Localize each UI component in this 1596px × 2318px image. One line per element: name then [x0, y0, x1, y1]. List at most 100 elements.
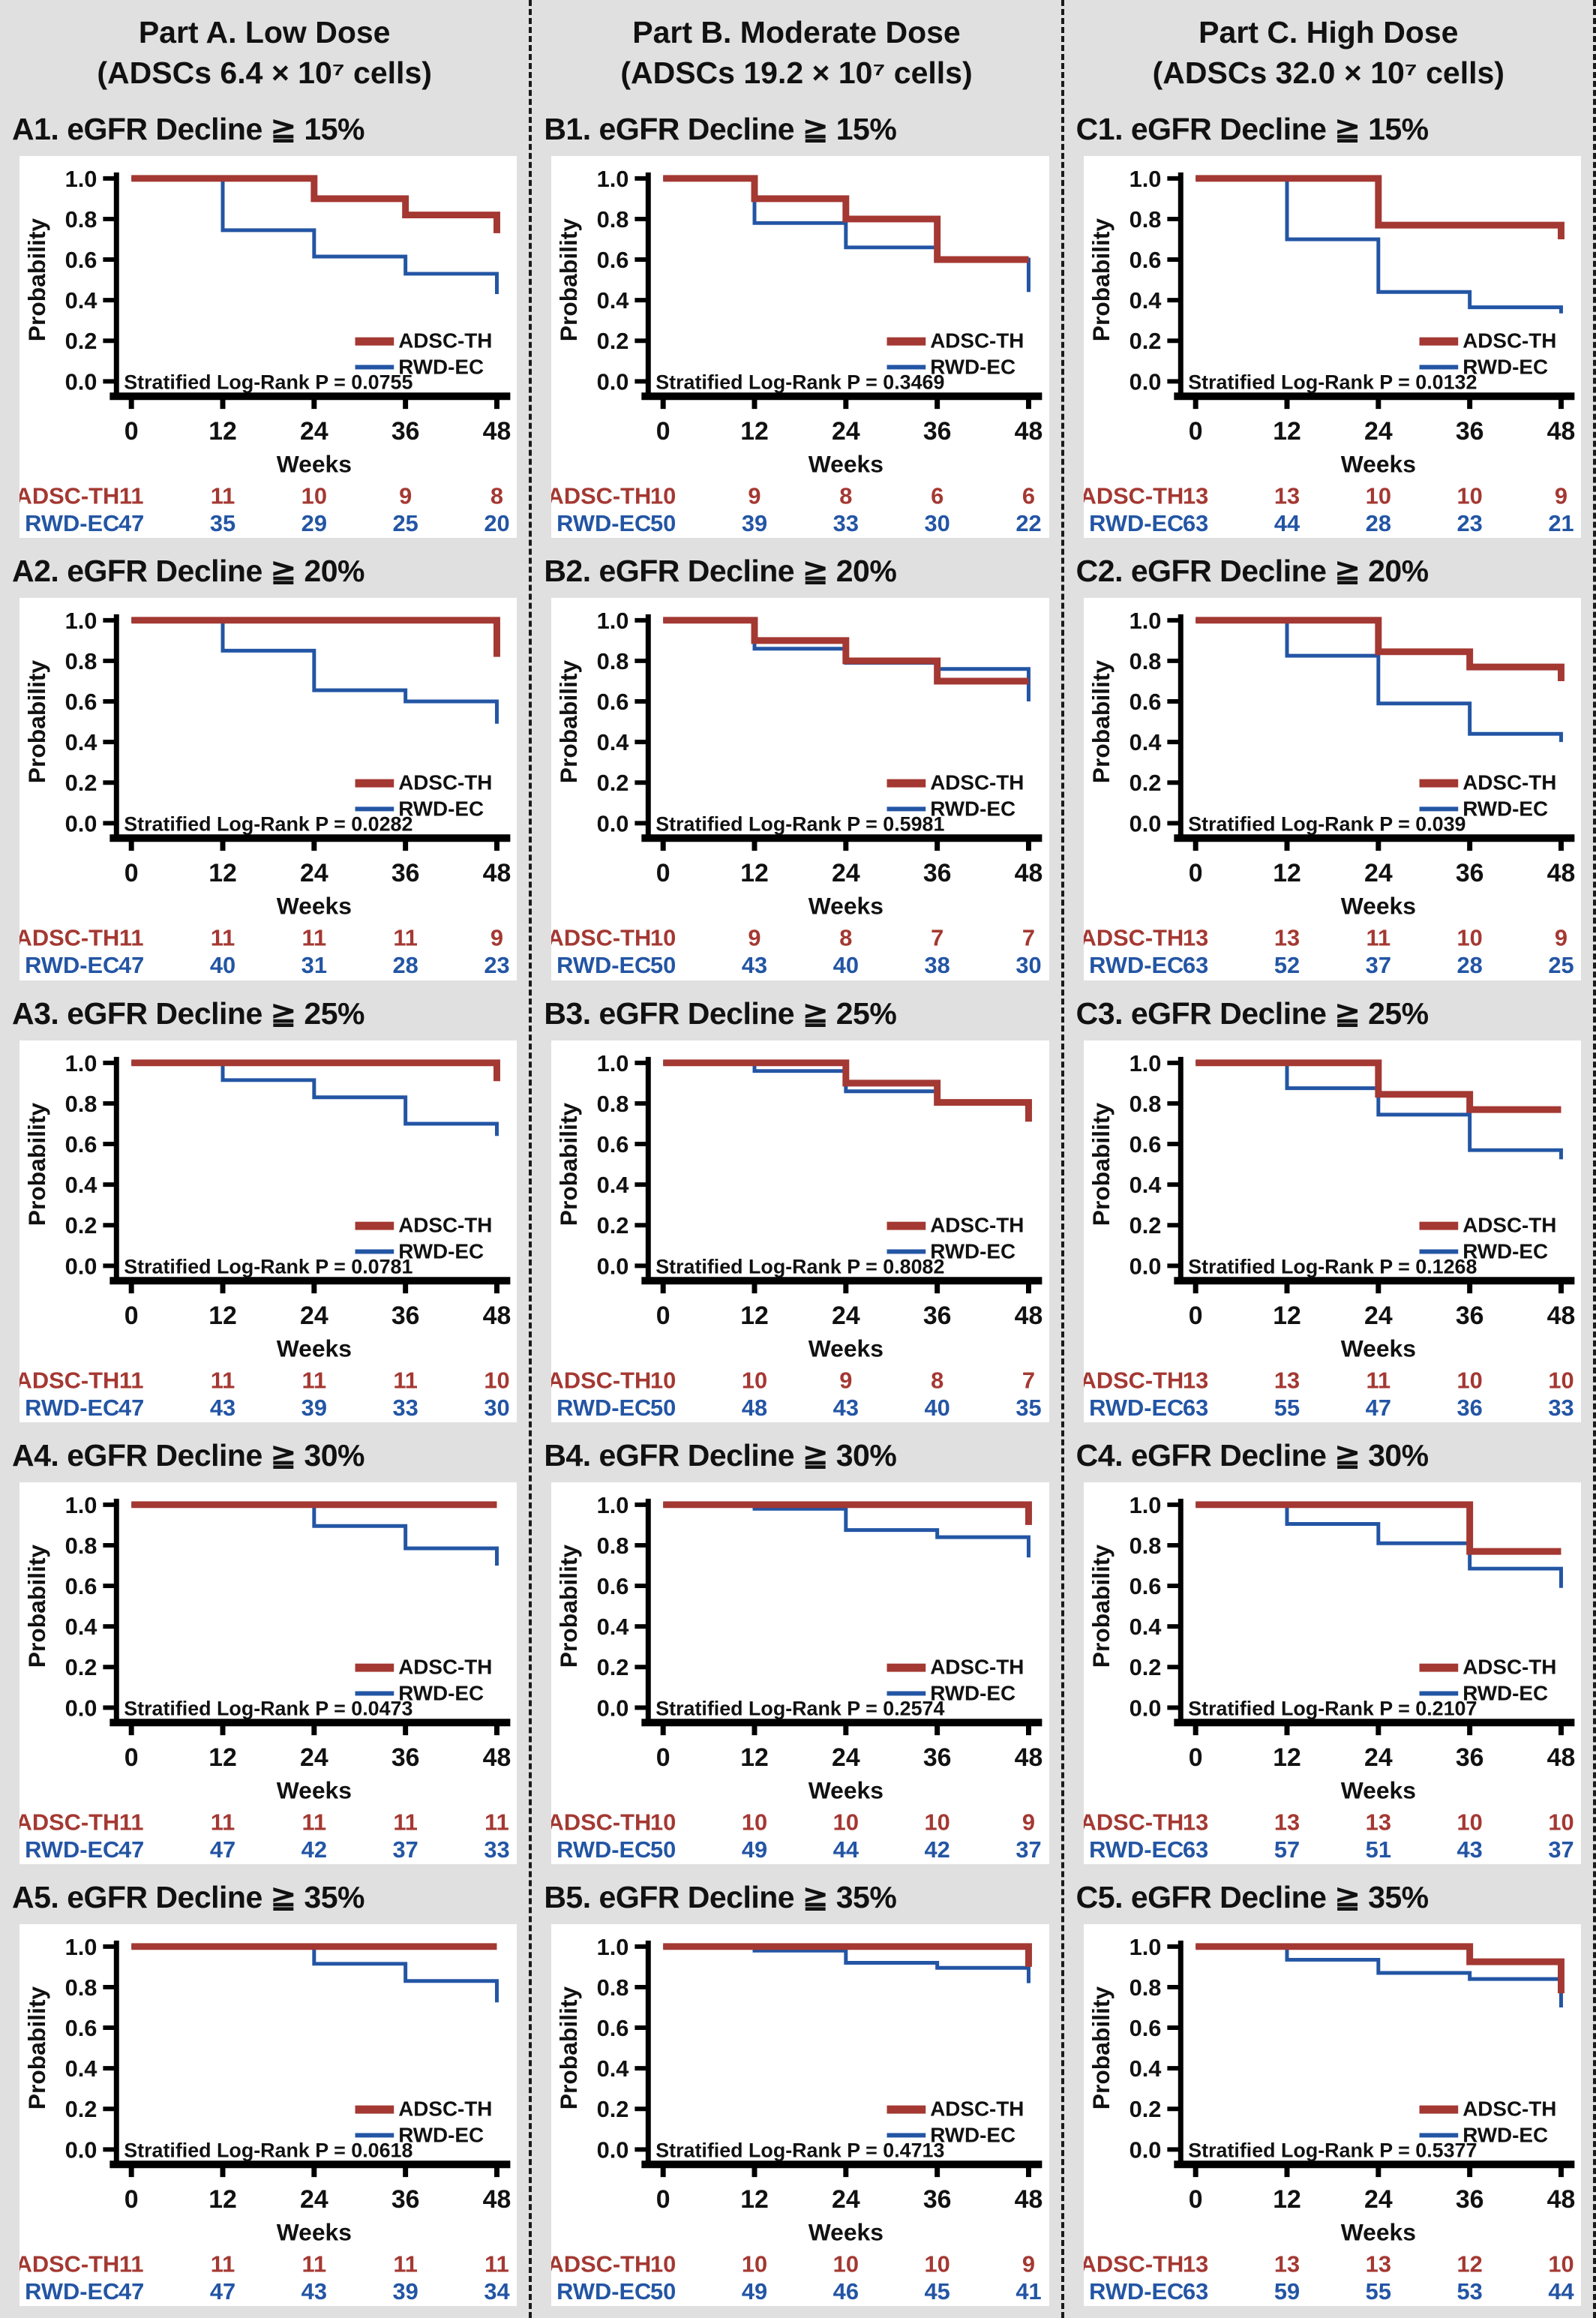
legend-label-rwd-ec: RWD-EC — [931, 1681, 1016, 1704]
pvalue-label: Stratified Log-Rank P = 0.2574 — [656, 1697, 945, 1719]
legend-swatch-adsc-th — [355, 779, 394, 788]
x-tick-label: 12 — [208, 1301, 237, 1329]
legend-swatch-adsc-th — [1419, 337, 1458, 346]
panel-title-B5: B5. eGFR Decline ≧ 35% — [544, 1879, 897, 1914]
risk-count: 11 — [119, 1809, 144, 1835]
risk-count: 37 — [1365, 953, 1390, 979]
y-tick-label: 0.8 — [597, 206, 629, 233]
risk-count: 11 — [484, 1809, 509, 1835]
risk-count: 47 — [118, 953, 144, 979]
y-tick-label: 0.2 — [1129, 770, 1161, 797]
risk-count: 9 — [490, 925, 503, 951]
x-tick-label: 48 — [1546, 417, 1575, 446]
risk-count: 39 — [393, 2278, 418, 2304]
x-axis-label: Weeks — [277, 451, 352, 478]
y-tick-label: 0.2 — [1129, 328, 1161, 354]
km-curve-adsc-th — [131, 1058, 500, 1081]
risk-count: 13 — [1183, 483, 1208, 509]
y-tick-label: 0.2 — [1129, 1654, 1161, 1680]
km-curve-adsc-th — [1195, 1501, 1562, 1555]
risk-row-label: ADSC-TH — [1084, 2250, 1184, 2277]
y-tick-label: 0.8 — [65, 1090, 98, 1116]
legend-swatch-adsc-th — [355, 2105, 394, 2114]
pvalue-label: Stratified Log-Rank P = 0.039 — [1188, 813, 1466, 836]
risk-count: 47 — [210, 1836, 236, 1863]
risk-count: 13 — [1274, 483, 1300, 509]
risk-count: 11 — [119, 925, 144, 951]
risk-count: 38 — [925, 953, 950, 979]
km-chart-B5: 1.0 0.8 0.6 0.4 0.2 0.0 0 12 24 36 48 Probability We… — [551, 1934, 1042, 2304]
risk-count: 25 — [393, 510, 418, 536]
legend-swatch-adsc-th — [886, 1221, 926, 1230]
column-header-line2: (ADSCs 6.4 × 10⁷ cells) — [97, 56, 432, 91]
risk-count: 40 — [210, 953, 236, 979]
legend-label-rwd-ec: RWD-EC — [1462, 1239, 1548, 1263]
risk-count: 10 — [833, 2250, 859, 2277]
x-tick-label: 36 — [1456, 1301, 1484, 1329]
risk-count: 47 — [118, 1836, 144, 1863]
y-tick-label: 1.0 — [65, 1492, 98, 1518]
y-tick-label: 0.6 — [1129, 2015, 1161, 2041]
risk-row-label: RWD-EC — [1089, 510, 1184, 536]
risk-row-label: ADSC-TH — [1084, 483, 1184, 509]
column-header-line2: (ADSCs 19.2 × 10⁷ cells) — [620, 56, 973, 91]
risk-count: 10 — [742, 1367, 767, 1393]
x-tick-label: 48 — [483, 417, 512, 446]
risk-count: 52 — [1274, 953, 1300, 979]
panel-A5: A5. eGFR Decline ≧ 35% 1.0 0.8 0.6 0.4 0.2 0.0… — [0, 1869, 529, 2307]
y-tick-label: 0.4 — [597, 287, 629, 314]
km-chart-B2: 1.0 0.8 0.6 0.4 0.2 0.0 0 12 24 36 48 Probability We… — [551, 608, 1042, 979]
x-tick-label: 36 — [392, 417, 420, 446]
y-tick-label: 0.0 — [1129, 368, 1161, 395]
risk-row-label: RWD-EC — [25, 510, 119, 536]
y-tick-label: 0.6 — [597, 689, 629, 715]
risk-count: 34 — [484, 2278, 509, 2304]
legend-swatch-rwd-ec — [355, 2133, 394, 2138]
y-axis-label: Probability — [23, 1544, 50, 1668]
km-chart-A2: 1.0 0.8 0.6 0.4 0.2 0.0 0 12 24 36 48 Probability We… — [20, 608, 511, 979]
km-curve-rwd-ec — [1195, 1944, 1563, 2007]
risk-count: 11 — [119, 1367, 144, 1393]
risk-count: 10 — [1365, 483, 1390, 509]
risk-count: 48 — [742, 1395, 767, 1421]
risk-count: 10 — [1548, 1367, 1574, 1393]
risk-row-label: ADSC-TH — [551, 483, 651, 509]
x-tick-label: 36 — [392, 2185, 420, 2214]
km-curve-rwd-ec — [131, 176, 499, 295]
column-C: Part C. High Dose (ADSCs 32.0 × 10⁷ cells… — [1064, 0, 1596, 2318]
legend-swatch-rwd-ec — [886, 1691, 926, 1696]
risk-count: 28 — [393, 953, 418, 979]
legend-swatch-adsc-th — [355, 337, 394, 346]
risk-row-label: RWD-EC — [1089, 1836, 1184, 1863]
y-tick-label: 0.4 — [1129, 1172, 1161, 1198]
risk-count: 42 — [925, 1836, 950, 1863]
chart-card-C3: 1.0 0.8 0.6 0.4 0.2 0.0 0 12 24 36 48 Probability We… — [1083, 1040, 1581, 1422]
km-curve-adsc-th — [663, 1501, 1033, 1525]
risk-count: 10 — [1456, 925, 1482, 951]
risk-count: 10 — [650, 1367, 676, 1393]
x-tick-label: 12 — [1273, 859, 1301, 887]
panel-A2: A2. eGFR Decline ≧ 20% 1.0 0.8 0.6 0.4 0.2 0.0… — [0, 542, 529, 980]
legend-swatch-rwd-ec — [355, 1249, 394, 1254]
y-tick-label: 0.2 — [597, 1212, 629, 1239]
x-tick-label: 0 — [1188, 2185, 1202, 2214]
x-tick-label: 0 — [656, 1743, 670, 1772]
x-tick-label: 48 — [1546, 1743, 1575, 1772]
risk-count: 11 — [211, 1809, 236, 1835]
column-header-C: Part C. High Dose (ADSCs 32.0 × 10⁷ cells… — [1064, 0, 1593, 101]
y-tick-label: 0.4 — [65, 1172, 98, 1198]
chart-card-B1: 1.0 0.8 0.6 0.4 0.2 0.0 0 12 24 36 48 Probability We… — [551, 156, 1049, 539]
risk-count: 10 — [650, 483, 676, 509]
y-tick-label: 0.2 — [1129, 2096, 1161, 2122]
y-tick-label: 0.6 — [65, 1573, 98, 1599]
risk-count: 13 — [1183, 925, 1208, 951]
risk-count: 9 — [1022, 2250, 1035, 2277]
km-curve-adsc-th — [1195, 1943, 1564, 1993]
risk-row-label: RWD-EC — [557, 2278, 652, 2304]
x-tick-label: 24 — [832, 2185, 860, 2214]
y-tick-label: 0.0 — [65, 811, 98, 837]
y-tick-label: 0.0 — [597, 1253, 629, 1279]
x-tick-label: 12 — [1273, 1301, 1301, 1329]
y-tick-label: 0.4 — [65, 287, 98, 314]
y-axis-label: Probability — [23, 1986, 50, 2109]
